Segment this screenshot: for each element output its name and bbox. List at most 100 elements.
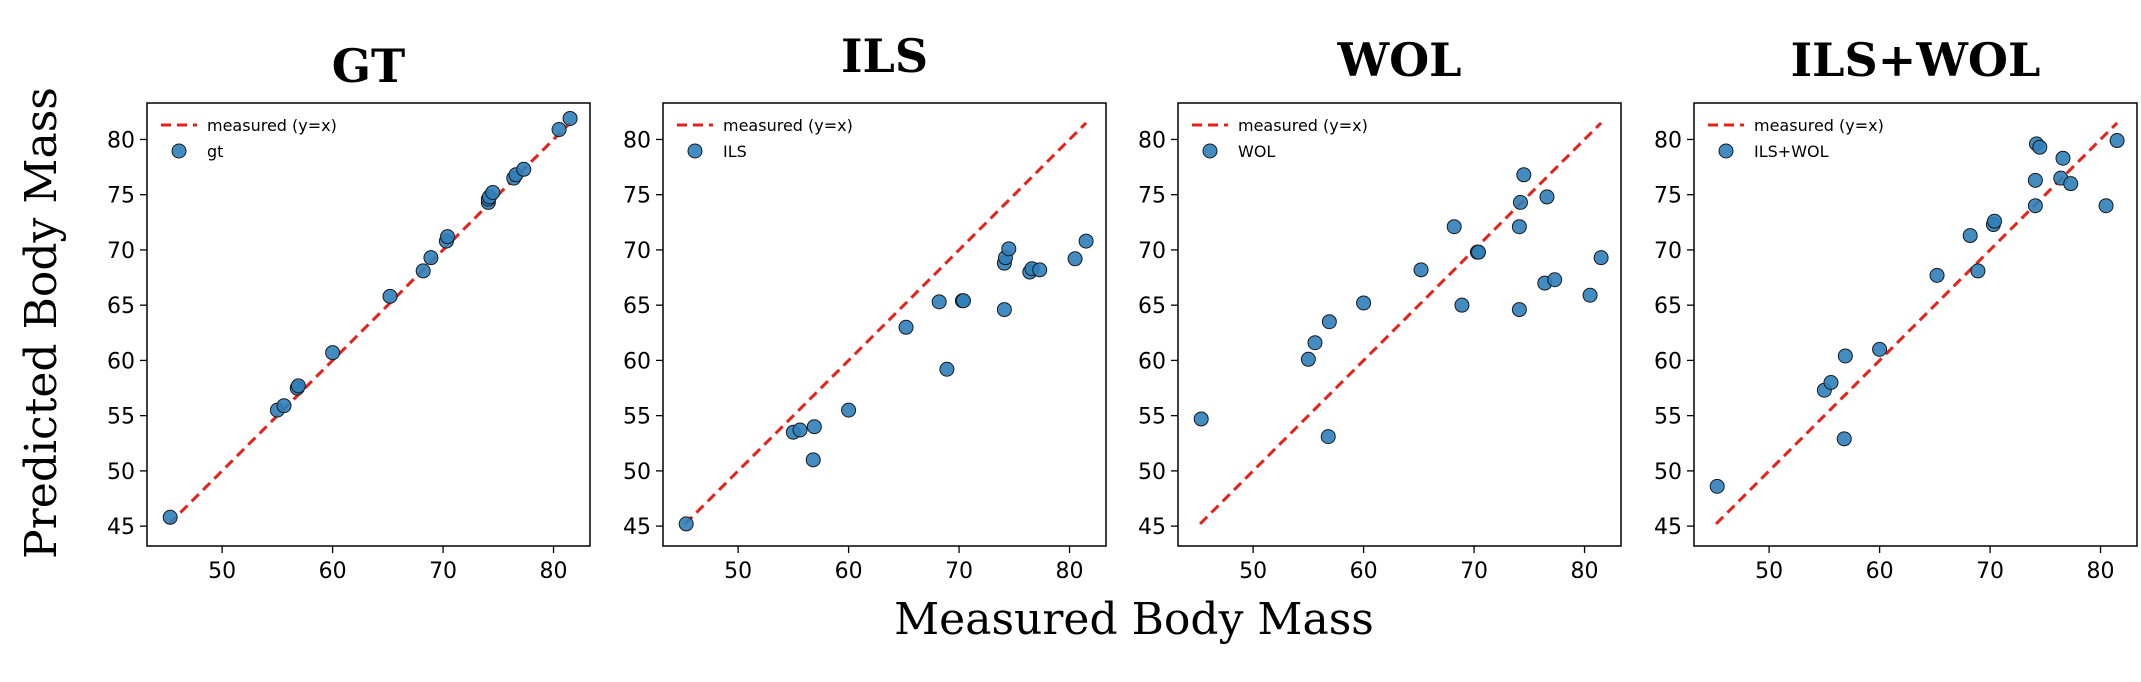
legend-point-label: ILS (723, 142, 747, 161)
legend-line-label: measured (y=x) (207, 116, 337, 135)
data-point (1709, 478, 1725, 494)
data-point (1970, 263, 1986, 279)
legend: measured (y=x) ILS (677, 116, 853, 161)
data-point (1512, 194, 1528, 210)
data-point (955, 293, 971, 309)
y-tick-label: 80 (623, 128, 651, 153)
data-point (898, 319, 914, 335)
x-tick-label: 50 (1239, 559, 1267, 584)
plot-frame (1693, 102, 2138, 547)
data-point (1470, 244, 1486, 260)
data-point (1300, 351, 1316, 367)
y-tick-label: 75 (1654, 184, 1682, 209)
legend-point-label: gt (207, 142, 223, 161)
data-point (290, 378, 306, 394)
x-tick-label: 50 (1755, 559, 1783, 584)
data-point (1837, 348, 1853, 364)
reference-line-y-equals-x (684, 121, 1088, 525)
x-tick-label: 50 (724, 559, 752, 584)
x-tick-label: 70 (1976, 559, 2004, 584)
data-point (2027, 198, 2043, 214)
y-tick-label: 50 (623, 460, 651, 485)
y-tick-label: 45 (1654, 515, 1682, 540)
data-point (276, 398, 292, 414)
y-tick-label: 50 (1654, 460, 1682, 485)
data-point (2032, 139, 2048, 155)
panel-wol: WOL 50 60 70 80 45 50 55 60 65 70 75 80 measured (y=… (1138, 33, 1622, 584)
legend-point-label: ILS+WOL (1754, 142, 1829, 161)
data-point (939, 361, 955, 377)
data-point (1320, 429, 1336, 445)
data-point (382, 288, 398, 304)
y-tick-label: 65 (107, 294, 135, 319)
data-point (792, 422, 808, 438)
y-tick-label: 55 (1654, 405, 1682, 430)
data-point (841, 402, 857, 418)
data-point (996, 302, 1012, 318)
y-tick-label: 65 (623, 294, 651, 319)
y-tick-label: 65 (1654, 294, 1682, 319)
y-tick-label: 55 (107, 405, 135, 430)
panel-title: ILS+WOL (1791, 33, 2041, 87)
data-point (1929, 267, 1945, 283)
y-tick-label: 45 (107, 515, 135, 540)
data-point (1454, 297, 1470, 313)
x-tick-label: 80 (1571, 559, 1599, 584)
data-point (805, 452, 821, 468)
y-tick-label: 80 (1654, 128, 1682, 153)
x-tick-label: 70 (429, 559, 457, 584)
y-tick-label: 70 (107, 239, 135, 264)
data-point (1582, 287, 1598, 303)
data-point (551, 122, 567, 138)
x-tick-label: 70 (1460, 559, 1488, 584)
y-tick-label: 45 (1138, 515, 1166, 540)
legend: measured (y=x) WOL (1192, 116, 1368, 161)
data-point (1836, 431, 1852, 447)
x-tick-label: 80 (1056, 559, 1084, 584)
panel-gt: GT 50 60 70 80 45 50 55 60 65 70 75 80 measured (y=x… (107, 39, 591, 584)
data-point (1307, 335, 1323, 351)
data-point (1511, 302, 1527, 318)
data-point (1962, 228, 1978, 244)
y-tick-label: 75 (623, 184, 651, 209)
legend: measured (y=x) gt (161, 116, 337, 161)
data-point (1321, 314, 1337, 330)
legend: measured (y=x) ILS+WOL (1708, 116, 1884, 161)
data-point (516, 161, 532, 177)
data-point (806, 419, 822, 435)
legend-point-swatch (171, 143, 187, 159)
x-tick-label: 60 (319, 559, 347, 584)
x-tick-label: 50 (208, 559, 236, 584)
reference-line-y-equals-x (1715, 121, 2119, 525)
y-tick-label: 75 (1138, 184, 1166, 209)
y-tick-label: 75 (107, 184, 135, 209)
data-point (485, 184, 501, 200)
panel-title: WOL (1336, 33, 1461, 87)
data-point (562, 110, 578, 126)
data-point (162, 509, 178, 525)
data-point (1593, 250, 1609, 266)
x-axis-label: Measured Body Mass (894, 594, 1374, 645)
data-point (2098, 198, 2114, 214)
data-point (2055, 150, 2071, 166)
plot-frame (1177, 102, 1622, 547)
data-point (1078, 233, 1094, 249)
data-point (325, 345, 341, 361)
data-point (1511, 219, 1527, 235)
legend-line-label: measured (y=x) (1754, 116, 1884, 135)
plot-frame (662, 102, 1107, 547)
plot-frame (146, 102, 591, 547)
legend-line-label: measured (y=x) (723, 116, 853, 135)
panel-ils-wol: ILS+WOL 50 60 70 80 45 50 55 60 65 70 75 80 measured… (1654, 33, 2138, 584)
y-tick-label: 50 (107, 460, 135, 485)
data-point (439, 229, 455, 245)
data-point (1032, 262, 1048, 278)
reference-line-y-equals-x (168, 121, 572, 525)
x-tick-label: 60 (835, 559, 863, 584)
data-point (1001, 241, 1017, 257)
data-point (1193, 411, 1209, 427)
y-tick-label: 60 (623, 349, 651, 374)
reference-line-y-equals-x (1199, 121, 1603, 525)
x-tick-label: 70 (945, 559, 973, 584)
y-tick-label: 60 (107, 349, 135, 374)
